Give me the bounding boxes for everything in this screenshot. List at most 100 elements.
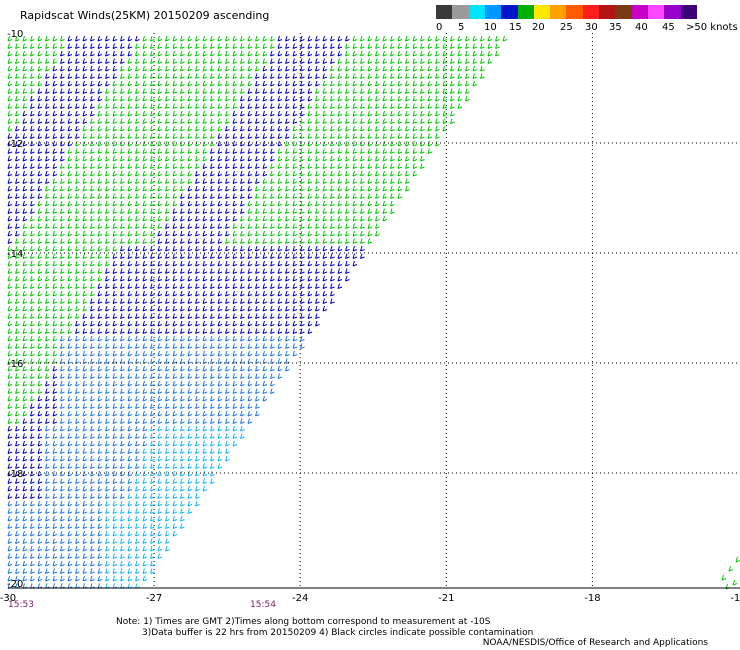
wind-barb [127, 388, 133, 394]
wind-barb [135, 508, 140, 514]
wind-barb [135, 365, 140, 372]
wind-barb [120, 230, 125, 237]
wind-barb [307, 268, 313, 274]
wind-barb [412, 155, 418, 162]
wind-barb [127, 305, 133, 312]
wind-barb [142, 343, 148, 349]
wind-barb [345, 230, 350, 237]
wind-barb [37, 163, 43, 169]
wind-barb [172, 328, 178, 334]
wind-barb [90, 193, 95, 199]
wind-barb [382, 65, 388, 72]
wind-barb [112, 515, 118, 522]
wind-barb [105, 470, 110, 477]
wind-barb [412, 43, 418, 49]
wind-barb [30, 230, 35, 237]
wind-barb [82, 163, 88, 169]
wind-barb [67, 313, 73, 319]
wind-barb [52, 335, 58, 342]
wind-barb [82, 88, 88, 94]
wind-barb [300, 118, 305, 124]
wind-barb [37, 73, 43, 79]
wind-barb [75, 395, 80, 402]
wind-barb [45, 163, 50, 169]
wind-barb [127, 35, 133, 42]
wind-barb [105, 560, 110, 567]
wind-barb [262, 343, 268, 349]
wind-barb [135, 320, 140, 327]
wind-barb [292, 313, 298, 319]
wind-barb [22, 298, 28, 304]
wind-barb [37, 298, 43, 304]
wind-barb [270, 343, 275, 349]
wind-barb [15, 170, 20, 177]
wind-barb [180, 478, 185, 484]
wind-barb [277, 58, 283, 64]
wind-barb [127, 463, 133, 469]
wind-barb [150, 455, 155, 462]
wind-barb [232, 200, 238, 207]
wind-barb [7, 200, 13, 207]
wind-barb [300, 125, 305, 132]
wind-barb [202, 178, 208, 184]
wind-barb [67, 493, 73, 499]
wind-barb [112, 283, 118, 289]
wind-barb [135, 110, 140, 117]
wind-barb [105, 35, 110, 42]
wind-barb [135, 530, 140, 537]
wind-barb [322, 65, 328, 72]
wind-barb [37, 388, 43, 394]
wind-barb [97, 268, 103, 274]
wind-barb [322, 178, 328, 184]
wind-barb [157, 463, 163, 469]
wind-barb [277, 238, 283, 244]
wind-barb [375, 155, 380, 162]
wind-barb [172, 253, 178, 259]
wind-barb [7, 43, 13, 49]
wind-barb [120, 268, 125, 274]
wind-barb [82, 343, 88, 349]
wind-barb [240, 35, 245, 42]
wind-barb [330, 178, 335, 184]
wind-barb [217, 103, 223, 109]
wind-barb [345, 125, 350, 132]
wind-barb [172, 425, 178, 432]
wind-barb [30, 343, 35, 349]
wind-barb [262, 268, 268, 274]
wind-barb [480, 65, 485, 72]
wind-barb [270, 320, 275, 327]
wind-barb [37, 403, 43, 409]
wind-barb [337, 35, 343, 42]
wind-barb [30, 553, 35, 559]
wind-barb [75, 260, 80, 267]
wind-barb [262, 350, 268, 357]
wind-barb [37, 260, 43, 267]
wind-barb [45, 328, 50, 334]
wind-barb [412, 103, 418, 109]
wind-barb [285, 365, 290, 372]
wind-barb [157, 298, 163, 304]
wind-barb [472, 65, 478, 72]
wind-barb [315, 305, 320, 312]
wind-barb [172, 298, 178, 304]
wind-barb [142, 148, 148, 154]
wind-barb [465, 95, 470, 102]
wind-barb [112, 455, 118, 462]
wind-barb [112, 508, 118, 514]
wind-barb [210, 283, 215, 289]
wind-barb [52, 538, 58, 544]
wind-barb [7, 373, 13, 379]
wind-barb [262, 193, 268, 199]
wind-barb [7, 155, 13, 162]
wind-barb [307, 155, 313, 162]
wind-barb [345, 260, 350, 267]
wind-barb [7, 388, 13, 394]
wind-barb [232, 290, 238, 297]
wind-barb [157, 448, 163, 454]
wind-barb [217, 403, 223, 409]
wind-barb [225, 433, 230, 439]
wind-barb [165, 208, 170, 214]
wind-barb [277, 343, 283, 349]
wind-barb [247, 88, 253, 94]
